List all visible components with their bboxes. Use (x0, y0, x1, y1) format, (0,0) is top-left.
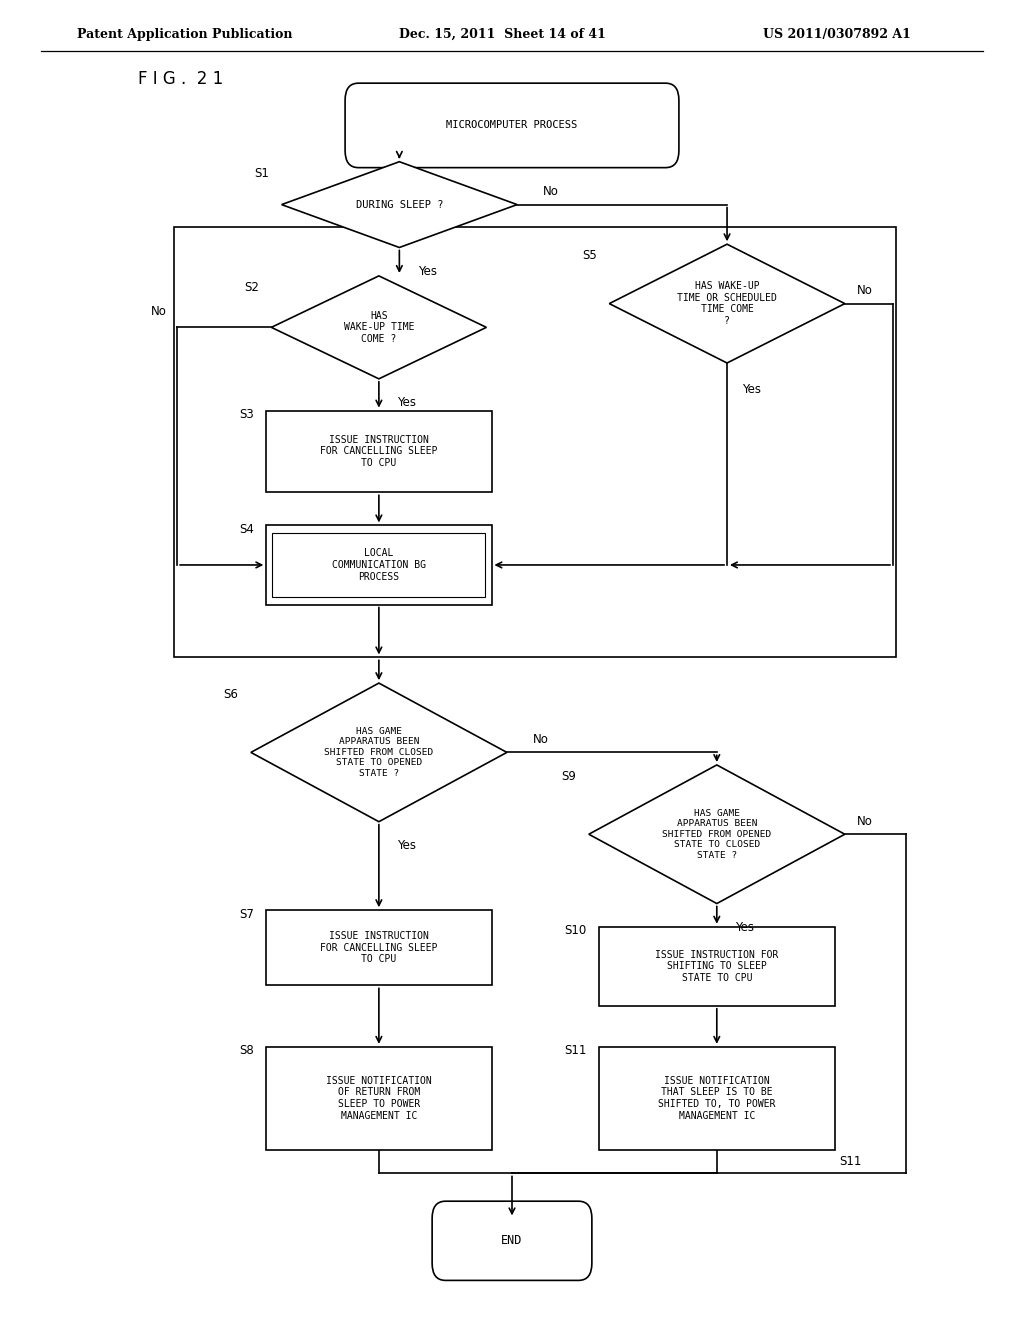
Text: S7: S7 (239, 908, 254, 920)
Bar (272, 533, 485, 597)
Text: Patent Application Publication: Patent Application Publication (77, 28, 292, 41)
Text: ISSUE NOTIFICATION
OF RETURN FROM
SLEEP TO POWER
MANAGEMENT IC: ISSUE NOTIFICATION OF RETURN FROM SLEEP … (326, 1076, 432, 1121)
Text: No: No (857, 814, 873, 828)
Bar (599, 927, 835, 1006)
Text: S6: S6 (223, 689, 239, 701)
Polygon shape (609, 244, 845, 363)
Text: HAS GAME
APPARATUS BEEN
SHIFTED FROM OPENED
STATE TO CLOSED
STATE ?: HAS GAME APPARATUS BEEN SHIFTED FROM OPE… (663, 809, 771, 859)
Bar (174, 227, 896, 657)
Text: Dec. 15, 2011  Sheet 14 of 41: Dec. 15, 2011 Sheet 14 of 41 (399, 28, 606, 41)
Bar (266, 411, 492, 492)
Text: S4: S4 (239, 523, 254, 536)
Text: ISSUE INSTRUCTION
FOR CANCELLING SLEEP
TO CPU: ISSUE INSTRUCTION FOR CANCELLING SLEEP T… (321, 931, 437, 965)
Text: S9: S9 (561, 771, 577, 783)
Text: S11: S11 (564, 1044, 587, 1057)
Text: No: No (532, 733, 549, 746)
Polygon shape (589, 766, 845, 903)
Text: S8: S8 (240, 1044, 254, 1057)
FancyBboxPatch shape (432, 1201, 592, 1280)
Text: HAS GAME
APPARATUS BEEN
SHIFTED FROM CLOSED
STATE TO OPENED
STATE ?: HAS GAME APPARATUS BEEN SHIFTED FROM CLO… (325, 727, 433, 777)
Text: Yes: Yes (735, 921, 755, 933)
Bar (266, 911, 492, 985)
Text: ISSUE NOTIFICATION
THAT SLEEP IS TO BE
SHIFTED TO, TO POWER
MANAGEMENT IC: ISSUE NOTIFICATION THAT SLEEP IS TO BE S… (658, 1076, 775, 1121)
Text: ISSUE INSTRUCTION
FOR CANCELLING SLEEP
TO CPU: ISSUE INSTRUCTION FOR CANCELLING SLEEP T… (321, 434, 437, 469)
Text: S11: S11 (840, 1155, 862, 1168)
Text: Yes: Yes (418, 265, 437, 277)
Text: DURING SLEEP ?: DURING SLEEP ? (355, 199, 443, 210)
Polygon shape (251, 684, 507, 821)
Text: S5: S5 (583, 249, 597, 263)
Text: No: No (857, 284, 873, 297)
Text: Yes: Yes (742, 383, 762, 396)
Polygon shape (282, 162, 517, 248)
Text: Yes: Yes (397, 840, 417, 851)
Text: ISSUE INSTRUCTION FOR
SHIFTING TO SLEEP
STATE TO CPU: ISSUE INSTRUCTION FOR SHIFTING TO SLEEP … (655, 949, 778, 983)
Text: No: No (151, 305, 167, 318)
Polygon shape (271, 276, 486, 379)
Text: S10: S10 (564, 924, 587, 937)
Text: No: No (543, 185, 559, 198)
Text: END: END (502, 1234, 522, 1247)
Text: S3: S3 (240, 408, 254, 421)
Text: S1: S1 (254, 168, 269, 180)
Text: Yes: Yes (397, 396, 417, 409)
Text: HAS WAKE-UP
TIME OR SCHEDULED
TIME COME
?: HAS WAKE-UP TIME OR SCHEDULED TIME COME … (677, 281, 777, 326)
Text: F I G .  2 1: F I G . 2 1 (138, 70, 223, 88)
Text: S2: S2 (244, 281, 259, 294)
FancyBboxPatch shape (345, 83, 679, 168)
Bar (266, 525, 492, 605)
Text: MICROCOMPUTER PROCESS: MICROCOMPUTER PROCESS (446, 120, 578, 131)
Bar (266, 1047, 492, 1150)
Text: HAS
WAKE-UP TIME
COME ?: HAS WAKE-UP TIME COME ? (344, 310, 414, 345)
Text: US 2011/0307892 A1: US 2011/0307892 A1 (763, 28, 910, 41)
Bar (599, 1047, 835, 1150)
Text: LOCAL
COMMUNICATION BG
PROCESS: LOCAL COMMUNICATION BG PROCESS (332, 548, 426, 582)
